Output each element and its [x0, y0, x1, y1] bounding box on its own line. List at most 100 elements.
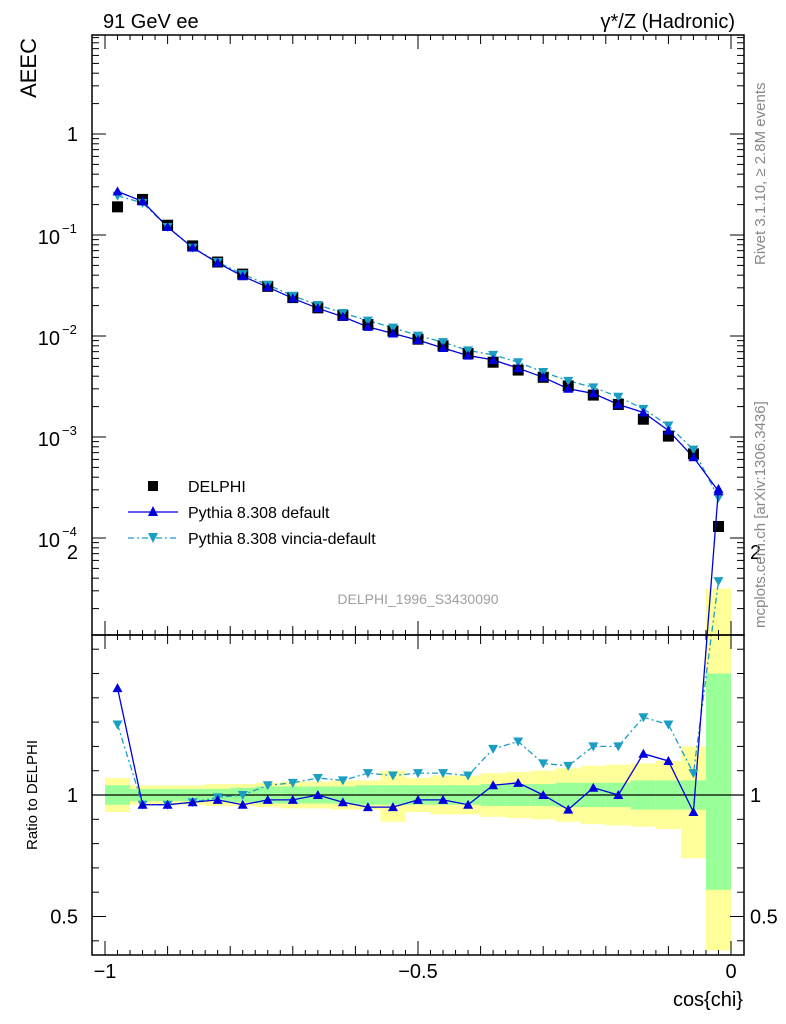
data-point-default: [112, 186, 123, 196]
ratio-point-default: [387, 802, 398, 812]
ratio-point-default: [588, 782, 599, 792]
ratio-y-tick-label-left: 2: [67, 542, 78, 564]
watermark: DELPHI_1996_S3430090: [337, 591, 498, 607]
data-point-vincia: [613, 392, 624, 402]
data-point-vincia: [713, 493, 724, 503]
ratio-point-default: [237, 799, 248, 809]
header-left: 91 GeV ee: [103, 11, 199, 33]
series-layer: [112, 186, 724, 817]
ratio-point-vincia: [312, 773, 323, 783]
ratio-point-vincia: [538, 759, 549, 769]
legend-label-default: Pythia 8.308 default: [188, 505, 330, 522]
legend-label-delphi: DELPHI: [188, 479, 246, 496]
main-y-tick-label: 10: [38, 530, 60, 552]
data-point-delphi: [712, 520, 724, 532]
ratio-point-vincia: [237, 791, 248, 800]
ratio-point-default: [713, 483, 724, 493]
legend: DELPHI Pythia 8.308 default Pythia 8.308…: [128, 479, 376, 548]
ratio-point-default: [463, 799, 474, 809]
data-point-default: [312, 303, 323, 313]
mcplots-label: mcplots.cern.ch [arXiv:1306.3436]: [752, 401, 769, 628]
ratio-point-vincia: [362, 769, 373, 779]
ratio-plot-ticks: 0.5 0.5 1 1 2 2 −1 −0.5 0: [50, 542, 778, 983]
ratio-plot-frame: [91, 634, 745, 956]
x-tick-label: 0: [725, 961, 736, 983]
data-point-vincia: [563, 376, 574, 386]
data-point-vincia: [513, 358, 524, 368]
ratio-y-axis-label: Ratio to DELPHI: [24, 740, 41, 850]
ratio-point-vincia: [438, 769, 449, 779]
ratio-point-vincia: [513, 737, 524, 747]
data-point-delphi: [112, 201, 124, 213]
data-point-default: [463, 350, 474, 360]
ratio-point-vincia: [663, 720, 674, 730]
ratio-y-tick-label-right: 0.5: [750, 907, 778, 929]
data-point-default: [287, 293, 298, 303]
x-tick-label: −1: [94, 961, 117, 983]
ratio-y-tick-label-left: 0.5: [50, 907, 78, 929]
ratio-point-vincia: [413, 769, 423, 779]
ratio-point-vincia: [112, 720, 123, 730]
main-y-tick-exponent: −4: [62, 524, 77, 539]
data-point-vincia: [588, 383, 599, 393]
data-point-vincia: [438, 338, 449, 348]
main-y-tick-label: 10: [38, 328, 60, 350]
ratio-point-vincia: [713, 577, 724, 587]
ratio-point-default: [162, 799, 173, 809]
ratio-point-default: [312, 790, 323, 799]
main-y-tick-label: 1: [67, 124, 78, 146]
ratio-point-default: [538, 790, 549, 799]
data-point-default: [563, 383, 574, 393]
data-point-delphi: [637, 413, 649, 425]
ratio-point-default: [488, 780, 499, 790]
data-point-default: [613, 399, 624, 409]
data-point-default: [488, 354, 499, 364]
ratio-point-default: [513, 777, 524, 787]
data-point-default: [413, 335, 423, 345]
ratio-point-default: [187, 797, 198, 807]
ratio-y-tick-label-right: 1: [750, 785, 761, 807]
main-y-tick-label: 10: [38, 429, 60, 451]
main-y-tick-label: 10: [38, 227, 60, 249]
main-y-tick-exponent: −1: [62, 221, 77, 236]
legend-marker-vincia: [148, 533, 158, 543]
data-point-default: [262, 282, 273, 292]
main-y-tick-exponent: −2: [62, 322, 77, 337]
data-point-vincia: [362, 316, 373, 326]
data-point-default: [688, 452, 699, 462]
data-point-default: [513, 363, 524, 373]
legend-label-vincia: Pythia 8.308 vincia-default: [188, 531, 376, 548]
data-point-delphi: [662, 430, 674, 442]
ratio-point-default: [663, 755, 674, 765]
ratio-point-default: [638, 748, 649, 758]
ratio-point-vincia: [563, 761, 574, 771]
main-y-tick-exponent: −3: [62, 423, 77, 438]
ratio-y-tick-label-right: 2: [750, 542, 761, 564]
ratio-y-tick-label-left: 1: [67, 785, 78, 807]
ratio-point-default: [287, 794, 298, 804]
data-point-default: [438, 343, 449, 353]
band-inner-bin: [705, 673, 731, 890]
series-line-vincia: [117, 195, 720, 499]
ratio-point-default: [262, 794, 273, 804]
ratio-point-vincia: [287, 778, 298, 788]
rivet-label: Rivet 3.1.10, ≥ 2.8M events: [752, 83, 769, 266]
ratio-point-default: [438, 794, 449, 804]
ratio-point-default: [688, 807, 699, 817]
header-right: γ*/Z (Hadronic): [601, 11, 735, 33]
legend-marker-default: [148, 506, 158, 516]
ratio-point-default: [137, 799, 148, 809]
ratio-point-vincia: [337, 776, 348, 786]
ratio-point-vincia: [688, 769, 699, 779]
ratio-point-vincia: [613, 742, 624, 752]
data-point-default: [237, 271, 248, 281]
ratio-point-default: [362, 802, 373, 812]
data-point-default: [638, 407, 649, 417]
data-point-default: [387, 328, 398, 338]
x-axis-label: cos{chi}: [673, 989, 743, 1011]
ratio-point-vincia: [638, 713, 649, 723]
data-point-default: [362, 321, 373, 331]
data-point-default: [588, 388, 599, 398]
ratio-point-default: [112, 683, 123, 693]
